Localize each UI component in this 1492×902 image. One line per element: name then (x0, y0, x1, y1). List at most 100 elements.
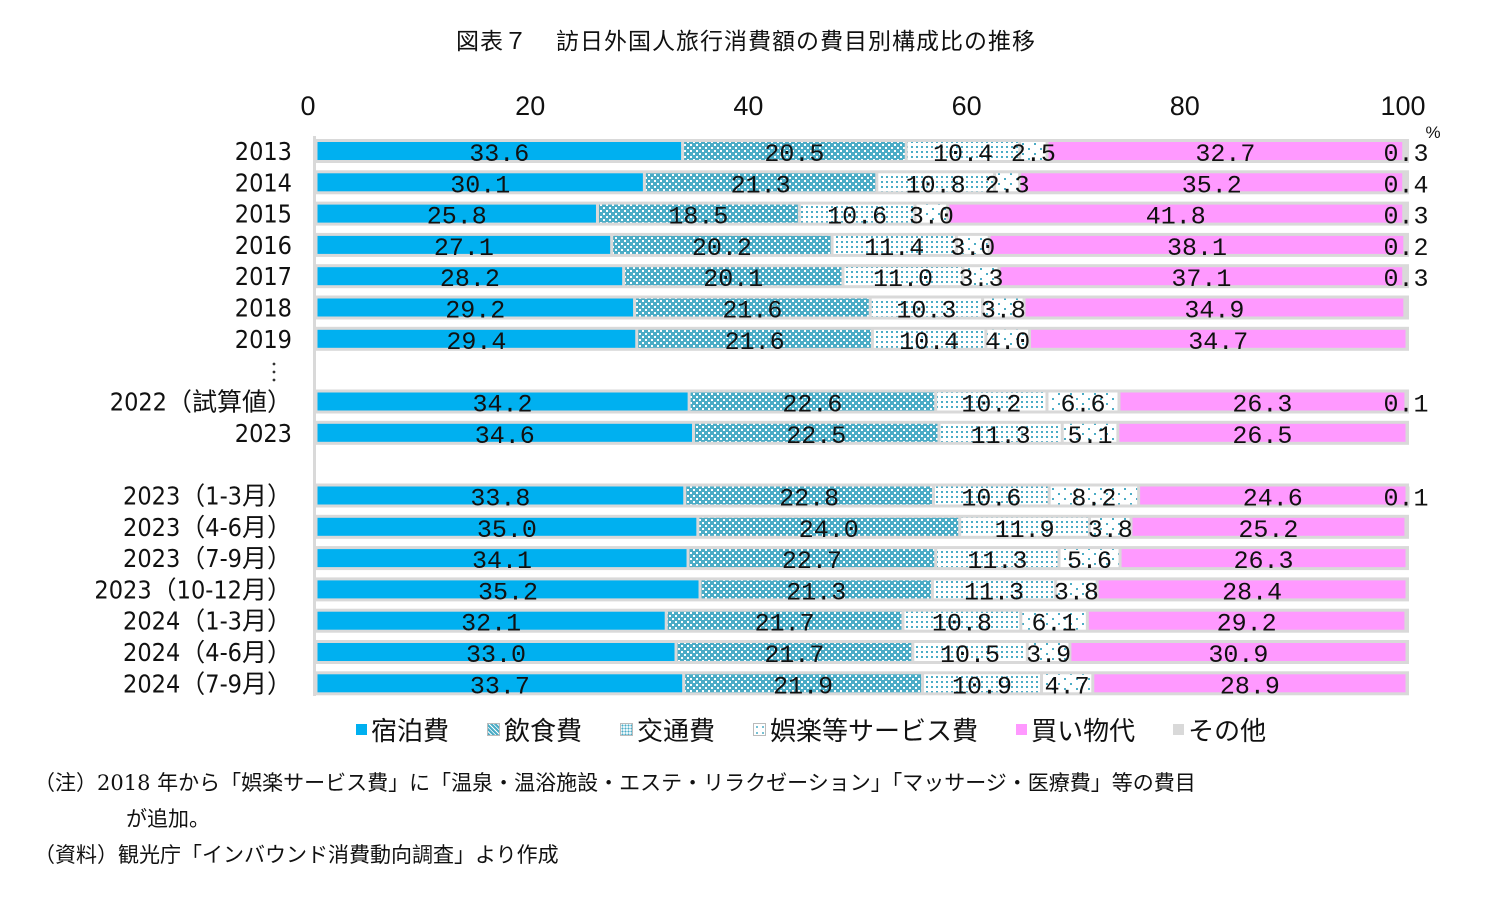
data-label: 0.3 (1383, 140, 1428, 169)
bar-segment-飲食費 (699, 517, 959, 536)
category-label: 2024（4-6月） (123, 638, 292, 667)
gap-marker-dot (272, 362, 276, 366)
data-label: 29.2 (445, 297, 505, 326)
data-label: 28.4 (1222, 578, 1282, 607)
bar-segment-飲食費 (645, 173, 876, 192)
data-label: 21.7 (764, 641, 824, 670)
data-label: 3.8 (1088, 516, 1133, 545)
bar-segment-飲食費 (598, 204, 798, 223)
bar-segment-娯楽等サービス費 (1063, 423, 1117, 442)
bar-segment-交通費 (844, 267, 962, 286)
category-label: 2024（1-3月） (123, 607, 292, 636)
x-tick-label: 100 (1380, 91, 1425, 121)
bar-segment-宿泊費 (317, 267, 623, 286)
bar-segment-交通費 (937, 549, 1058, 568)
data-label: 41.8 (1146, 203, 1206, 232)
note-text: 2018 年から「娯楽サービス費」に「温泉・温浴施設・エステ・リラクゼーション」… (97, 771, 1196, 795)
bar-segment-宿泊費 (317, 329, 636, 348)
bar-segment-宿泊費 (317, 423, 692, 442)
bar-segment-買い物代 (1098, 580, 1406, 599)
bar-segment-交通費 (933, 580, 1055, 599)
bar-segment-娯楽等サービス費 (1091, 517, 1130, 536)
bar-segment-娯楽等サービス費 (1048, 392, 1118, 411)
legend-item: 飲食費 (487, 711, 582, 748)
figure-number: 図表７ (456, 29, 528, 55)
legend-item: 買い物代 (1016, 711, 1135, 748)
source-label: （資料） (34, 843, 118, 867)
bar-segment-娯楽等サービス費 (996, 173, 1019, 192)
data-label: 37.1 (1171, 265, 1231, 294)
bar-segment-その他 (1405, 267, 1407, 286)
x-tick-label: 40 (733, 91, 763, 121)
data-label: 33.0 (466, 641, 526, 670)
data-label: 5.6 (1067, 547, 1112, 576)
bar-segment-買い物代 (1088, 611, 1405, 630)
data-label: 28.2 (440, 265, 500, 294)
data-label: 21.6 (725, 328, 785, 357)
data-label: 10.5 (940, 641, 1000, 670)
source-text: 観光庁「インバウンド消費動向調査」より作成 (118, 843, 559, 867)
bar-segment-宿泊費 (317, 392, 688, 411)
bar-segment-交通費 (935, 486, 1048, 505)
data-label: 35.2 (478, 578, 538, 607)
category-label: 2023 (235, 419, 292, 448)
data-label: 10.4 (899, 328, 959, 357)
legend-label: 宿泊費 (371, 717, 450, 747)
data-label: 8.2 (1071, 485, 1116, 514)
bar-segment-飲食費 (677, 643, 912, 661)
note-label: （注） (34, 771, 97, 795)
data-label: 3.0 (950, 234, 995, 263)
bar-segment-その他 (1405, 142, 1407, 160)
data-label: 10.4 (933, 140, 993, 169)
legend-swatch (753, 723, 767, 736)
data-label: 6.1 (1032, 610, 1077, 639)
data-label: 10.3 (896, 297, 956, 326)
bar-segment-買い物代 (1140, 486, 1406, 505)
data-label: 10.2 (961, 391, 1021, 420)
data-label: 18.5 (668, 203, 728, 232)
category-label: 2018 (235, 294, 292, 323)
bar-segment-飲食費 (685, 674, 922, 693)
data-label: 0.3 (1383, 265, 1428, 294)
bar-segment-交通費 (871, 298, 982, 317)
bar-segment-宿泊費 (317, 549, 687, 568)
bar-segment-娯楽等サービス費 (964, 267, 998, 286)
bar-segment-飲食費 (613, 235, 831, 254)
legend-swatch (620, 723, 634, 736)
category-label: 2013 (235, 137, 292, 166)
bar-segment-宿泊費 (317, 611, 665, 630)
data-label: 21.6 (722, 297, 782, 326)
data-label: 30.1 (450, 171, 510, 200)
bar-segment-その他 (1405, 204, 1407, 223)
bar-segment-娯楽等サービス費 (1021, 142, 1046, 160)
category-label: 2016 (235, 231, 292, 260)
bar-segment-買い物代 (1132, 517, 1405, 536)
data-label: 20.5 (764, 140, 824, 169)
x-tick-label: 80 (1170, 91, 1200, 121)
data-label: 26.5 (1232, 422, 1292, 451)
bar-segment-宿泊費 (317, 142, 682, 160)
data-label: 30.9 (1208, 641, 1268, 670)
data-label: 2.5 (1011, 140, 1056, 169)
bar-segment-交通費 (873, 329, 985, 348)
bar-segment-交通費 (924, 674, 1041, 693)
category-label: 2023（1-3月） (123, 482, 292, 511)
bar-segment-飲食費 (636, 298, 869, 317)
y-axis-line (313, 136, 316, 696)
category-label: 2017 (235, 262, 292, 291)
data-label: 22.7 (782, 547, 842, 576)
data-label: 5.1 (1068, 422, 1113, 451)
data-label: 35.2 (1182, 171, 1242, 200)
data-label: 11.3 (971, 422, 1031, 451)
bar-segment-交通費 (937, 392, 1046, 411)
data-label: 25.2 (1238, 516, 1298, 545)
data-label: 22.6 (782, 391, 842, 420)
bar-segment-宿泊費 (317, 235, 611, 254)
bar-segment-買い物代 (1031, 329, 1406, 348)
bar-segment-交通費 (878, 173, 994, 192)
data-label: 4.7 (1045, 672, 1090, 701)
bar-segment-買い物代 (1094, 674, 1406, 693)
category-label: 2022（試算値） (110, 388, 292, 417)
bar-segment-飲食費 (638, 329, 871, 348)
bar-segment-宿泊費 (317, 580, 699, 599)
